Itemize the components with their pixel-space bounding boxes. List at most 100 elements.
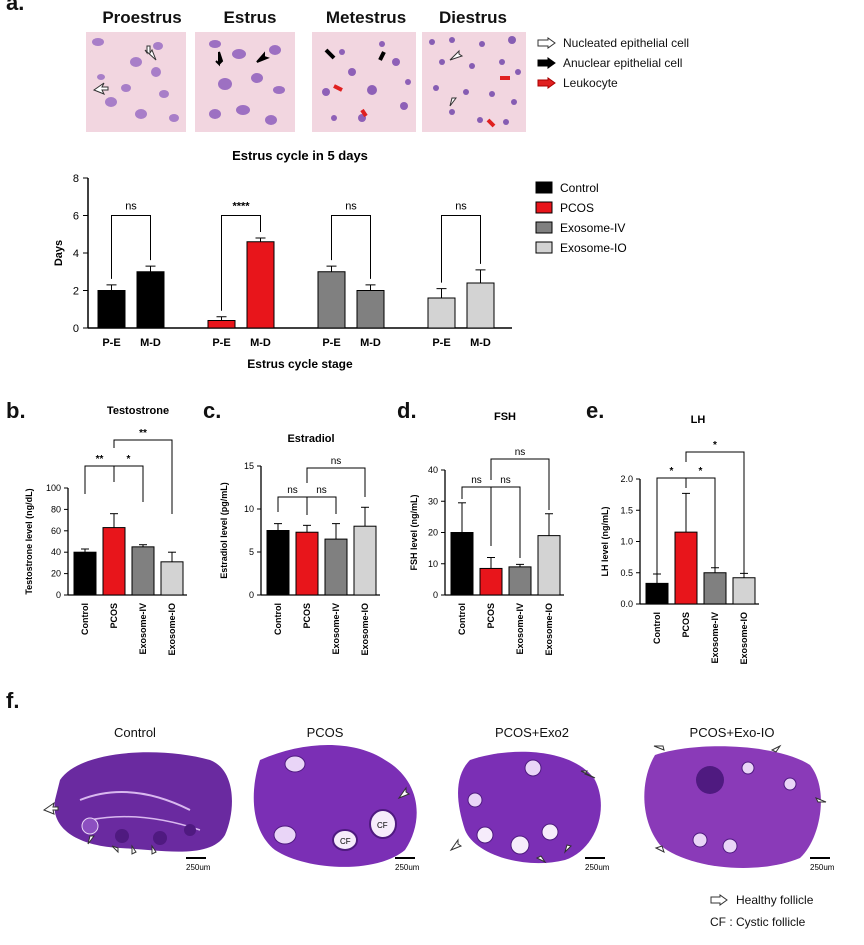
x-tick-label: Exosome-IV <box>710 612 720 664</box>
x-tick-label: Exosome-IO <box>360 603 370 656</box>
x-tick-label: PCOS <box>109 603 119 629</box>
ovary-title-pcos-exo-io: PCOS+Exo-IO <box>689 725 775 740</box>
y-axis-label: Testostrone level (ng/dL) <box>24 488 34 594</box>
significance-label: ns <box>331 456 342 467</box>
x-tick-label: P-E <box>102 337 120 349</box>
bar <box>508 566 532 596</box>
micrograph-proestrus <box>86 32 186 132</box>
significance-label: ns <box>316 485 327 496</box>
y-tick-label: 8 <box>73 173 79 185</box>
y-tick-label: 6 <box>73 211 79 223</box>
bar <box>102 527 126 596</box>
white-arrow-icon <box>537 37 556 49</box>
y-tick-label: 5 <box>249 547 254 557</box>
x-tick-label: P-E <box>322 337 340 349</box>
significance-bracket <box>306 496 337 515</box>
x-tick-label: PCOS <box>302 603 312 629</box>
significance-label: ns <box>287 485 298 496</box>
stage-metestrus: Metestrus <box>325 8 407 27</box>
y-tick-label: 0.0 <box>620 599 633 609</box>
stage-proestrus: Proestrus <box>102 8 182 27</box>
arrow-legend-label: Anuclear epithelial cell <box>563 56 683 70</box>
y-tick-label: 4 <box>73 248 79 260</box>
arrow-legend-anuclear: Anuclear epithelial cell <box>537 56 682 70</box>
y-tick-label: 0.5 <box>620 568 633 578</box>
arrow-legend-leukocyte: Leukocyte <box>537 76 618 90</box>
y-tick-label: 0 <box>56 590 61 600</box>
y-tick-label: 80 <box>51 504 61 514</box>
significance-label: ns <box>125 201 137 213</box>
significance-label: * <box>699 466 703 477</box>
y-tick-label: 60 <box>51 526 61 536</box>
significance-bracket <box>277 496 308 515</box>
bar <box>353 525 377 596</box>
legend-swatch <box>535 201 553 214</box>
significance-label: ns <box>345 201 357 213</box>
x-tick-label: PCOS <box>681 612 691 638</box>
stage-diestrus: Diestrus <box>438 8 508 27</box>
significance-label: ** <box>139 428 147 439</box>
chart-title: FSH <box>494 411 516 423</box>
y-tick-label: 2.0 <box>620 474 633 484</box>
y-tick-label: 10 <box>244 504 254 514</box>
cf-label: CF <box>377 821 388 830</box>
x-tick-label: Exosome-IV <box>331 603 341 655</box>
bar <box>317 271 346 329</box>
stage-estrus: Estrus <box>223 8 277 27</box>
y-axis-label: Estradiol level (pg/mL) <box>219 482 229 579</box>
x-tick-label: Exosome-IO <box>739 612 749 665</box>
x-tick-label: Control <box>273 603 283 635</box>
chart-title: Estrus cycle in 5 days <box>232 148 368 163</box>
significance-bracket <box>111 215 151 279</box>
testosterone-chart: Testostrone 0 20 40 60 80 100 Testostrone level… <box>24 405 187 656</box>
significance-label: **** <box>232 201 250 213</box>
black-arrow-icon <box>537 57 556 69</box>
ovary-image-control: 250um <box>42 752 232 872</box>
significance-bracket <box>490 486 521 558</box>
bar <box>674 531 698 605</box>
arrow-legend-label: Leukocyte <box>563 76 618 90</box>
micrograph-estrus <box>195 32 295 132</box>
bar <box>324 538 348 596</box>
panel-d-label: d. <box>397 398 417 423</box>
y-tick-label: 20 <box>51 569 61 579</box>
micrograph-diestrus <box>422 32 526 132</box>
healthy-follicle-legend: Healthy follicle <box>710 893 813 907</box>
significance-bracket <box>306 467 366 497</box>
scale-bar-label: 250um <box>810 863 835 872</box>
y-tick-label: 20 <box>428 528 438 538</box>
y-tick-label: 40 <box>428 465 438 475</box>
bar <box>466 282 495 329</box>
bar <box>160 561 184 596</box>
bar <box>136 271 165 329</box>
x-tick-label: Exosome-IV <box>138 603 148 655</box>
bar <box>131 546 155 596</box>
bar <box>450 532 474 596</box>
chart-title: Testostrone <box>107 405 169 417</box>
significance-bracket <box>113 465 144 502</box>
significance-bracket <box>84 465 115 494</box>
significance-bracket <box>441 215 481 283</box>
legend-label: PCOS <box>560 201 594 215</box>
significance-label: ns <box>455 201 467 213</box>
ovary-title-pcos-exo2: PCOS+Exo2 <box>494 725 570 740</box>
bar <box>295 531 319 596</box>
y-tick-label: 30 <box>428 496 438 506</box>
significance-label: * <box>670 466 674 477</box>
bar <box>732 577 756 605</box>
x-tick-label: Control <box>457 603 467 635</box>
significance-bracket <box>113 439 173 514</box>
ovary-image-pcos-exo-io: 250um <box>644 744 835 872</box>
y-axis-label: Days <box>53 240 65 266</box>
y-tick-label: 1.5 <box>620 505 633 515</box>
chart-title: Estradiol <box>287 433 334 445</box>
x-tick-label: P-E <box>432 337 450 349</box>
chart-title: LH <box>691 414 706 426</box>
panel-b-label: b. <box>6 398 26 423</box>
x-tick-label: Exosome-IV <box>515 603 525 655</box>
cystic-follicle-legend: CF : Cystic follicle <box>710 915 806 929</box>
y-tick-label: 1.0 <box>620 537 633 547</box>
estrus-cycle-chart: Estrus cycle in 5 days 0 2 4 6 8 Days Estrus cy… <box>53 148 627 371</box>
y-tick-label: 10 <box>428 559 438 569</box>
significance-label: ns <box>471 475 482 486</box>
